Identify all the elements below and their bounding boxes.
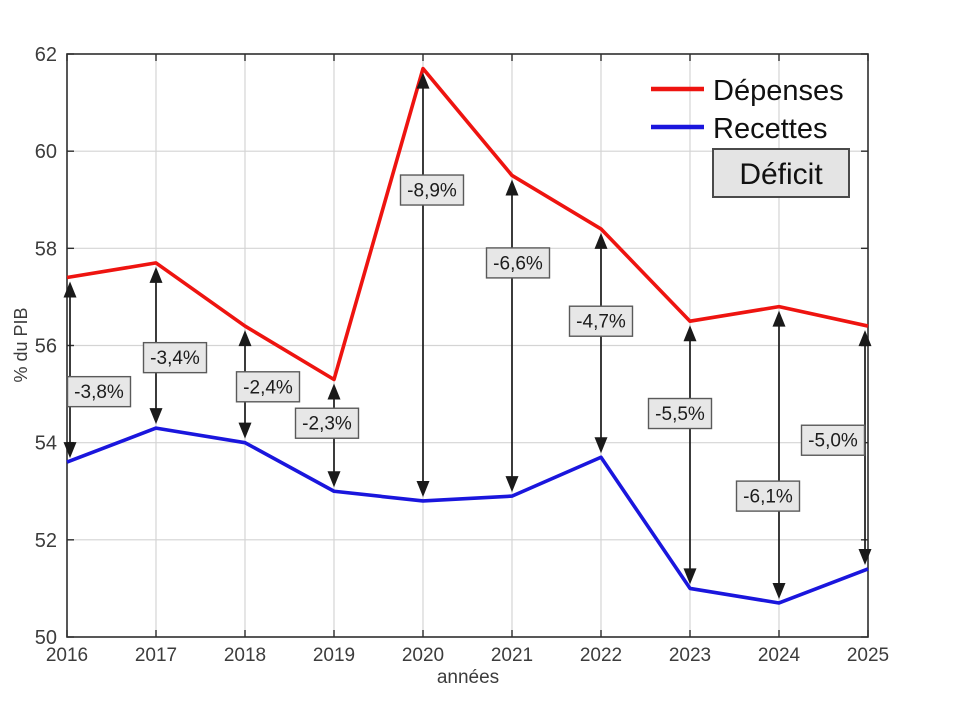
deficit-label-box [66, 375, 132, 408]
deficit-arrow [683, 325, 697, 585]
deficit-label-box [568, 305, 634, 337]
arrowhead-up [594, 232, 608, 249]
y-tick-label: 50 [35, 627, 57, 649]
deficit-label-box [800, 424, 866, 456]
deficit-label-box [399, 174, 465, 206]
legend-depenses-label: Dépenses [713, 75, 844, 107]
deficit-label: -4,7% [568, 305, 634, 337]
series-line-recettes [66, 426, 869, 605]
deficit-label-box [235, 371, 301, 403]
x-tick-label: 2024 [758, 645, 801, 666]
deficit-labels: -3,8% -3,4% -2,4% -2,3% -8,9% -6,6% -4,7% -5,5%… [66, 174, 866, 512]
legend-recettes-label: Recettes [713, 113, 827, 145]
deficit-label-text: -4,7% [576, 312, 626, 333]
legend: Dépenses Recettes Déficit [651, 75, 850, 198]
arrowhead-down [149, 408, 163, 425]
deficit-label-text: -6,1% [743, 487, 793, 508]
arrowhead-down [594, 437, 608, 454]
arrowhead-up [772, 310, 786, 327]
deficit-arrow [594, 232, 608, 454]
deficit-label-text: -6,6% [493, 253, 543, 274]
deficit-label: -8,9% [399, 174, 465, 206]
deficit-label-box [735, 480, 801, 512]
deficit-label-text: -3,4% [150, 348, 200, 369]
deficit-label-text: -2,4% [243, 377, 293, 398]
y-tick-label: 52 [35, 530, 57, 552]
deficit-label-box [294, 407, 360, 439]
y-axis-title: % du PIB [11, 307, 31, 382]
deficit-arrow [63, 281, 77, 459]
deficit-label-box [647, 397, 713, 430]
tick-labels: 50 52 54 56 58 60 62 2016 2017 2018 2019 2020 2021 20… [35, 44, 889, 666]
deficit-label: -6,1% [735, 480, 801, 512]
deficit-label-text: -5,5% [655, 404, 705, 425]
arrowhead-up [327, 383, 341, 400]
deficit-label-text: -2,3% [302, 414, 352, 435]
deficit-label: -5,0% [800, 424, 866, 456]
x-tick-label: 2025 [847, 645, 889, 666]
arrowhead-down [238, 422, 252, 439]
arrowhead-up [416, 72, 430, 89]
arrowhead-down [683, 568, 697, 585]
arrowhead-up [238, 330, 252, 347]
deficit-label: -5,5% [647, 397, 713, 430]
x-axis-title: années [437, 667, 499, 688]
arrowhead-up [858, 330, 872, 347]
deficit-label-text: -8,9% [407, 181, 457, 202]
x-tick-label: 2017 [135, 645, 177, 666]
deficit-label: -2,3% [294, 407, 360, 439]
arrowhead-down [416, 480, 430, 497]
y-tick-label: 54 [35, 433, 57, 455]
deficit-label-box [485, 247, 551, 279]
deficit-label: -6,6% [485, 247, 551, 279]
arrowhead-down [772, 582, 786, 599]
deficit-label-box [142, 341, 208, 374]
x-tick-label: 2019 [313, 645, 355, 666]
arrowhead-up [683, 325, 697, 342]
x-tick-label: 2020 [402, 645, 444, 666]
deficit-label: -2,4% [235, 371, 301, 403]
deficit-arrow [505, 179, 519, 493]
deficit-label-text: -3,8% [74, 382, 124, 403]
deficit-arrow [772, 310, 786, 599]
arrowhead-down [858, 548, 872, 565]
arrowhead-up [505, 179, 519, 196]
y-tick-label: 58 [35, 238, 57, 260]
y-tick-label: 60 [35, 141, 57, 163]
deficit-label-text: -5,0% [808, 431, 858, 452]
deficit-legend-label: Déficit [739, 158, 823, 191]
y-tick-label: 56 [35, 336, 57, 358]
x-tick-label: 2023 [669, 645, 711, 666]
deficit-label: -3,4% [142, 341, 208, 374]
arrowhead-down [63, 442, 77, 459]
arrowhead-down [327, 471, 341, 488]
data-series [66, 66, 869, 605]
x-tick-label: 2021 [491, 645, 533, 666]
y-tick-label: 62 [35, 44, 57, 66]
arrowhead-down [505, 476, 519, 493]
deficit-arrow [416, 72, 430, 497]
arrowhead-up [63, 281, 77, 298]
x-tick-label: 2022 [580, 645, 622, 666]
x-tick-label: 2016 [46, 645, 88, 666]
x-tick-label: 2018 [224, 645, 266, 666]
deficit-legend-box [712, 148, 850, 198]
arrowhead-up [149, 266, 163, 283]
deficit-label: -3,8% [66, 375, 132, 408]
series-line-depenses [66, 66, 869, 382]
